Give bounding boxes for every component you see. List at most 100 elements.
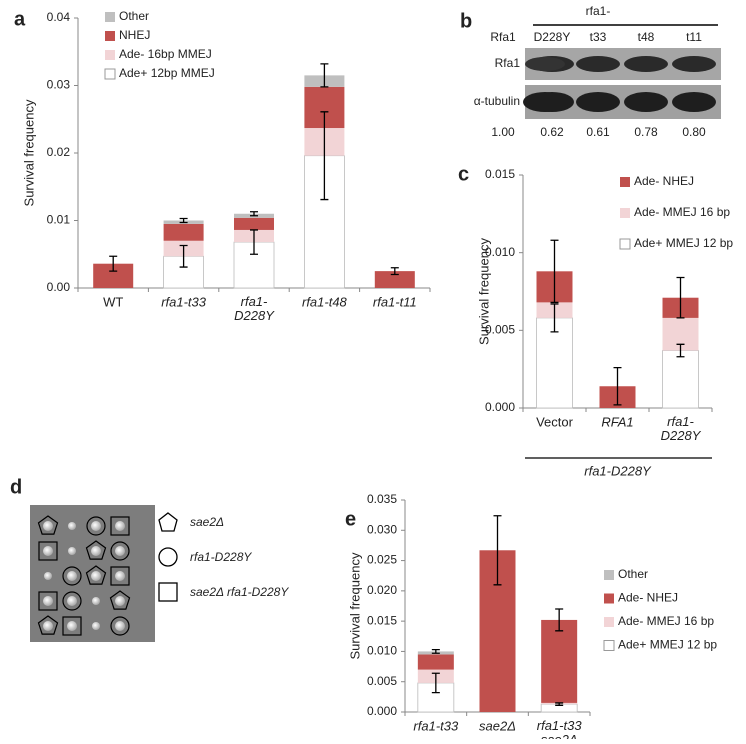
x-tick-label: rfa1-D228Y xyxy=(661,414,702,443)
error-bar xyxy=(109,255,118,272)
x-tick-label: rfa1-D228Y xyxy=(234,294,275,323)
group-label: rfa1-D228Y xyxy=(584,463,652,478)
legend-swatch xyxy=(604,593,614,604)
y-tick-label: 0.005 xyxy=(367,674,397,688)
marker-pentagon xyxy=(37,515,59,535)
legend-label: Ade- MMEJ 16 bp xyxy=(634,205,730,219)
blot-band xyxy=(624,92,668,112)
error-bar xyxy=(250,229,258,255)
blot-band xyxy=(576,92,620,112)
legend-circle xyxy=(158,547,178,567)
colony xyxy=(68,547,76,555)
colony xyxy=(91,546,101,556)
colony xyxy=(43,546,53,556)
y-tick-label: 0.010 xyxy=(367,644,397,658)
marker-pentagon xyxy=(37,615,59,635)
error-bar xyxy=(320,63,329,88)
colony xyxy=(43,521,53,531)
y-tick-label: 0.015 xyxy=(367,613,397,627)
blot-band xyxy=(525,57,565,71)
colony xyxy=(92,597,100,605)
legend-square xyxy=(158,582,178,602)
bar-segment xyxy=(374,271,415,288)
panel-label: a xyxy=(14,8,26,30)
y-tick-label: 0.03 xyxy=(47,78,71,92)
colony xyxy=(68,522,76,530)
y-tick-label: 0.02 xyxy=(47,145,71,159)
colony xyxy=(43,621,53,631)
bar-segment xyxy=(163,223,204,241)
legend-label: Ade+ 12bp MMEJ xyxy=(119,66,215,80)
row-label: Rfa1 xyxy=(495,56,521,70)
legend-label: Ade- NHEJ xyxy=(618,591,678,605)
legend-swatch xyxy=(604,617,614,627)
y-tick-label: 0.005 xyxy=(485,323,515,337)
error-bar xyxy=(179,244,188,268)
marker-pentagon xyxy=(85,540,107,560)
colony xyxy=(67,571,77,581)
bar-segment xyxy=(417,654,454,670)
legend-swatch xyxy=(104,68,116,80)
error-bar xyxy=(431,672,440,694)
x-tick-label: RFA1 xyxy=(601,414,633,429)
row-label: α-tubulin xyxy=(474,94,520,108)
y-axis-label: Survival frequency xyxy=(476,238,491,345)
y-axis-label: Survival frequency xyxy=(21,99,36,206)
y-tick-label: 0.010 xyxy=(485,245,515,259)
error-bar xyxy=(555,702,564,706)
marker-circle xyxy=(110,616,130,636)
legend-label: Ade+ MMEJ 12 bp xyxy=(634,236,733,250)
colony xyxy=(115,571,125,581)
marker-square xyxy=(110,566,130,586)
legend-text: rfa1-D228Y xyxy=(190,550,252,564)
y-tick-label: 0.035 xyxy=(367,492,397,506)
y-tick-label: 0.04 xyxy=(47,10,71,24)
legend-swatch xyxy=(105,50,115,60)
marker-pentagon xyxy=(85,565,107,585)
legend-label: Other xyxy=(618,567,648,581)
blot-group: rfa1- xyxy=(586,4,611,18)
error-bar xyxy=(250,211,258,217)
legend-label: Other xyxy=(119,9,149,23)
marker-square xyxy=(62,616,82,636)
marker-pentagon xyxy=(109,590,131,610)
legend-pentagon xyxy=(158,512,178,532)
panel-label: c xyxy=(458,163,469,185)
y-axis-label: Survival frequency xyxy=(347,552,362,659)
lane-label: t48 xyxy=(638,30,655,44)
colony xyxy=(92,622,100,630)
quantification: 0.62 xyxy=(540,125,564,139)
marker-circle xyxy=(62,591,82,611)
legend-label: Ade- 16bp MMEJ xyxy=(119,47,212,61)
x-tick-label: Vector xyxy=(536,414,574,429)
quantification: 0.80 xyxy=(682,125,706,139)
x-tick-label: rfa1-t33 xyxy=(161,294,207,309)
error-bar xyxy=(555,608,564,632)
error-bar xyxy=(676,343,685,358)
legend-label: Ade- NHEJ xyxy=(634,174,694,188)
colony xyxy=(67,621,77,631)
y-tick-label: 0.01 xyxy=(47,213,71,227)
panel-label: b xyxy=(460,10,472,32)
lane-label: t33 xyxy=(590,30,607,44)
x-tick-label: rfa1-t48 xyxy=(302,294,348,309)
blot-band xyxy=(672,92,716,112)
x-tick-label: sae2Δ xyxy=(479,718,516,733)
y-tick-label: 0.030 xyxy=(367,522,397,536)
legend-text: sae2Δ rfa1-D228Y xyxy=(190,585,289,599)
legend-text: sae2Δ xyxy=(190,515,224,529)
marker-square xyxy=(110,516,130,536)
legend-label: Ade- MMEJ 16 bp xyxy=(618,614,714,628)
colony xyxy=(44,572,52,580)
bar-segment xyxy=(541,619,578,703)
legend-swatch xyxy=(604,570,614,580)
blot-band xyxy=(672,56,716,72)
error-bar xyxy=(431,648,440,654)
x-tick-label: rfa1-t11 xyxy=(373,294,417,309)
blot-band xyxy=(624,56,668,72)
y-tick-label: 0.000 xyxy=(367,704,397,718)
error-bar xyxy=(320,111,329,201)
marker-circle xyxy=(62,566,82,586)
y-tick-label: 0.000 xyxy=(485,400,515,414)
